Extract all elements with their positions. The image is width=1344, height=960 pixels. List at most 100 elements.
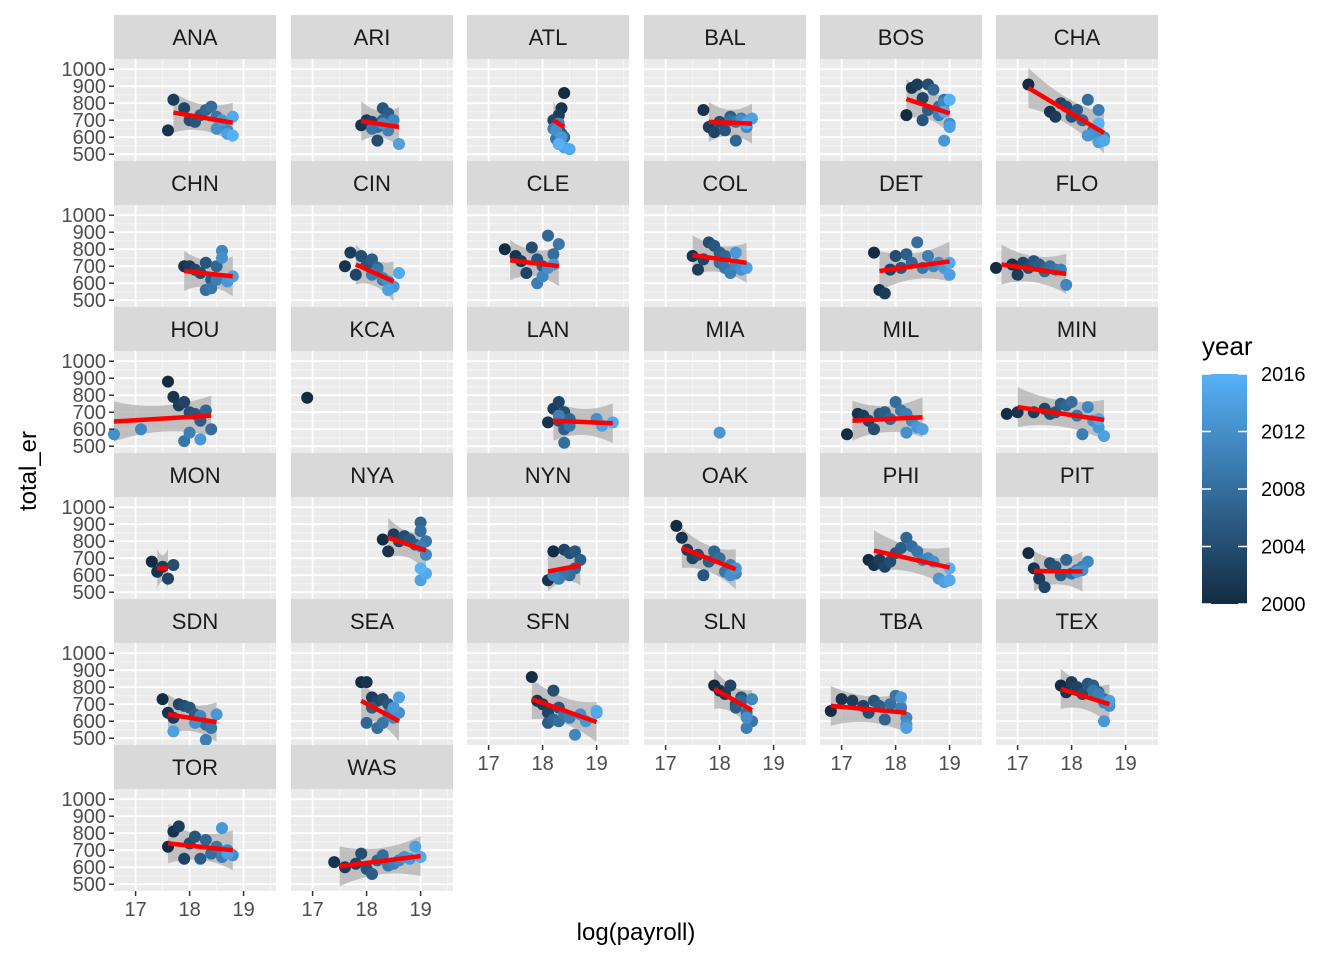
data-point [167,725,180,738]
facet-strip [114,453,276,497]
y-tick-label: 800 [73,385,106,407]
facet-panel-atl: ATL [467,15,629,161]
facet-strip-label: MON [169,463,220,488]
x-tick-label: 17 [124,899,146,921]
facet-panel-sfn: SFN [467,599,629,745]
y-tick-label: 700 [73,694,106,716]
trend-line [173,110,234,125]
facet-strip-label: WAS [347,755,396,780]
data-point [542,229,554,242]
data-point [393,691,405,704]
data-point [943,93,956,106]
data-point [216,251,228,264]
data-point [895,542,907,554]
data-point [376,716,389,729]
data-point [884,555,897,568]
facet-strip-label: MIN [1057,317,1097,342]
facet-strip [291,307,453,351]
facet-panel-bal: BAL [644,15,806,161]
facet-strip-label: KCA [349,317,395,342]
y-tick-label: 500 [73,290,106,312]
data-point [895,691,907,704]
data-point [740,711,753,724]
facet-strip-label: ARI [354,25,391,50]
y-tick-label: 500 [73,582,106,604]
facet-strip [820,453,982,497]
data-point [199,834,212,846]
data-point [205,100,218,113]
data-point [900,426,913,439]
facet-panel-ana: ANA [114,15,276,161]
data-point [547,248,560,261]
facet-strip-label: CHN [171,171,219,196]
data-point [178,852,191,865]
trend-line [713,686,754,713]
trend-line [167,712,217,725]
x-tick-label: 17 [301,899,323,921]
y-tick-label: 900 [73,76,106,98]
facet-panel-chn: CHN [114,161,276,307]
data-point [205,282,218,295]
x-tick-label: 19 [232,899,254,921]
trend-line [692,252,747,266]
y-tick-label: 800 [73,239,106,261]
panel-background [644,351,806,453]
data-point [911,236,924,249]
y-tick-label: 1000 [62,643,107,665]
trend-line [1033,568,1083,574]
data-point [835,693,848,706]
trend-line [531,696,598,725]
data-point [868,423,880,436]
data-point [226,129,239,142]
data-point [1098,715,1110,728]
data-point [943,121,956,133]
data-point [563,143,576,156]
data-point [1000,407,1013,420]
data-point [210,122,223,135]
data-point [409,840,422,853]
data-point [542,416,554,429]
data-point [205,722,218,734]
data-point [675,531,688,544]
data-point [1038,581,1051,594]
data-point [911,545,924,558]
data-point [569,545,581,558]
data-point [746,693,758,706]
data-point [199,256,212,269]
facet-strip-label: TEX [1056,609,1099,634]
facet-strip [291,15,453,59]
trend-line [339,853,421,869]
data-point [382,284,395,296]
panel-background [291,351,453,453]
data-point [552,138,565,150]
x-tick-label: 18 [884,753,906,775]
facet-panel-min: MIN [996,307,1158,453]
y-tick-label: 1000 [62,205,107,227]
data-point [1022,547,1035,560]
facet-strip [467,161,629,205]
data-point [376,533,389,546]
facet-panel-ari: ARI [291,15,453,161]
data-point [366,868,378,880]
y-tick-label: 1000 [62,59,107,81]
facet-panel-oak: OAK [644,453,806,599]
y-tick-label: 900 [73,514,106,536]
facet-strip-label: SFN [526,609,570,634]
data-point [1060,278,1073,291]
y-tick-label: 600 [73,127,106,149]
data-point [692,263,704,276]
facet-strip [996,453,1158,497]
legend-tick-label: 2016 [1261,364,1306,386]
data-point [414,525,427,537]
facet-panel-tex: TEX [996,599,1158,745]
facet-panel-tba: TBA [820,599,982,745]
y-tick-label: 1000 [62,789,107,811]
facet-strip-label: PIT [1060,463,1094,488]
data-point [1011,268,1024,281]
x-tick-label: 17 [654,753,676,775]
y-tick-label: 500 [73,436,106,458]
facet-strip-label: PHI [883,463,920,488]
data-point [878,713,891,726]
data-point [194,852,207,865]
